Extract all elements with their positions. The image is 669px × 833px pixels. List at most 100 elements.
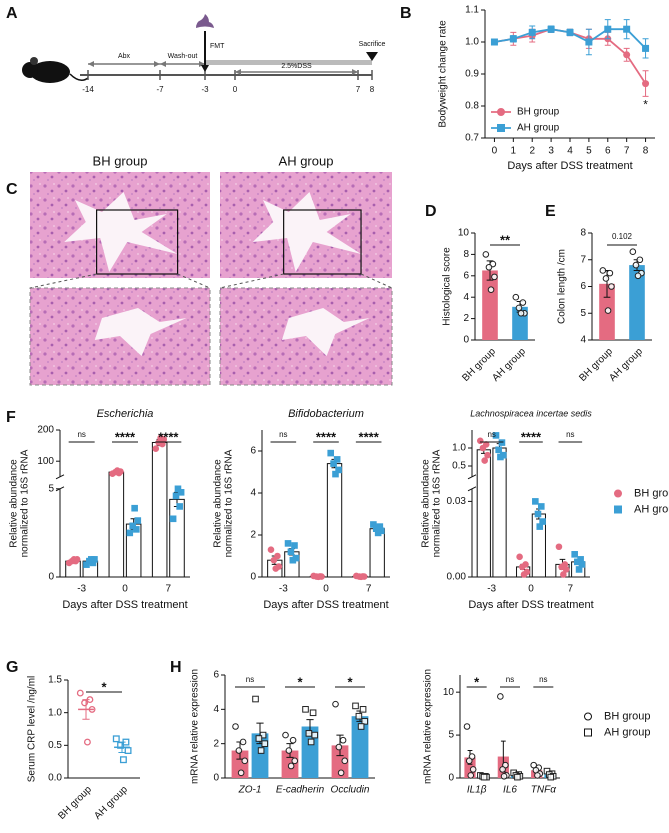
panel-letter: B: [400, 5, 412, 22]
data-point: [484, 451, 491, 459]
timeline-day: 0: [233, 85, 238, 94]
timeline-day: -3: [201, 85, 209, 94]
data-point: [119, 756, 127, 764]
data-point: [499, 766, 506, 773]
legend-label: AH group: [517, 123, 560, 134]
data-point: [608, 283, 615, 290]
data-point: [88, 556, 95, 563]
bar: [476, 449, 491, 578]
x-tick-label: AH group: [92, 784, 130, 822]
panel-letter: C: [6, 181, 18, 198]
data-point: [124, 747, 132, 755]
data-point: [241, 757, 249, 765]
data-point: [476, 437, 484, 445]
data-point: [485, 263, 493, 271]
data-point: [237, 769, 245, 777]
data-point: [261, 740, 269, 747]
legend-marker: [614, 505, 622, 514]
washout-arrow-head: [199, 61, 205, 67]
data-point: [487, 286, 495, 294]
y-tick-label: 2: [463, 313, 469, 324]
y-tick-label: 8: [463, 249, 469, 260]
axis-break: [467, 474, 477, 492]
phase-label: Abx: [118, 53, 131, 60]
bar: [351, 716, 369, 778]
data-point: [352, 702, 359, 710]
data-point: [374, 529, 382, 537]
data-point: [509, 35, 517, 43]
data-point: [86, 696, 94, 704]
data-point: [514, 773, 521, 781]
annotation: *: [297, 674, 303, 689]
lumen: [281, 308, 370, 356]
y-axis-label: Colon length /cm: [557, 249, 568, 324]
legend-marker: [614, 489, 622, 498]
data-point: [112, 735, 120, 743]
data-point: [492, 432, 500, 439]
annotation: *: [347, 674, 353, 689]
data-point: [333, 456, 341, 463]
y-tick-label: 0.03: [447, 496, 467, 507]
data-point: [359, 706, 367, 713]
y-tick-label: 2: [250, 530, 256, 541]
group-label: AH group: [279, 153, 334, 168]
legend-marker: [497, 124, 505, 132]
y-tick-label: 6: [463, 270, 469, 281]
x-tick-label: IL6: [503, 785, 517, 796]
panel-letter: A: [6, 5, 18, 22]
data-point: [176, 503, 183, 510]
data-point: [606, 269, 614, 277]
data-point: [337, 769, 345, 777]
data-point: [272, 565, 280, 572]
data-point: [497, 693, 504, 700]
data-point: [532, 498, 539, 505]
panel-letter: F: [6, 409, 16, 426]
x-tick-label: 7: [624, 146, 630, 157]
data-point: [267, 546, 275, 554]
bar: [492, 447, 507, 578]
annotation: ns: [77, 430, 85, 439]
y-tick-label: 1.5: [48, 675, 62, 686]
annotation: ****: [115, 429, 136, 444]
y-tick-label: 7: [580, 254, 586, 265]
lumen: [252, 192, 362, 272]
data-point: [602, 275, 610, 282]
sacrifice-marker: [366, 52, 378, 61]
y-tick-label: 10: [458, 228, 470, 239]
data-point: [469, 766, 477, 773]
y-tick-label: 0: [448, 773, 454, 784]
mouse-head: [22, 62, 38, 78]
data-point: [495, 446, 502, 454]
abx-arrow-tail: [88, 61, 94, 67]
chart-title: Escherichia: [97, 408, 154, 420]
x-tick-label: 8: [643, 146, 649, 157]
data-point: [302, 706, 309, 713]
data-point: [289, 736, 297, 744]
bar: [151, 441, 168, 578]
data-point: [305, 730, 313, 737]
legend-label: BH group: [517, 107, 560, 118]
data-point: [287, 762, 295, 770]
x-tick-label: E-cadherin: [276, 785, 325, 796]
data-point: [536, 523, 544, 530]
data-point: [311, 731, 319, 739]
timeline-day: -14: [82, 85, 94, 94]
y-tick-label: 8: [580, 228, 586, 239]
data-point: [172, 492, 180, 500]
lumen: [94, 308, 187, 356]
y-tick-label: 0.8: [465, 101, 479, 112]
data-point: [232, 723, 239, 730]
data-point: [259, 731, 267, 739]
zoom-image: [219, 287, 393, 386]
x-tick-label: 0: [528, 584, 534, 595]
data-point: [491, 273, 498, 281]
data-point: [332, 700, 339, 708]
annotation: 0.102: [612, 232, 633, 241]
x-tick-label: 3: [548, 146, 554, 157]
event-label: FMT: [210, 43, 225, 50]
legend-label: AH group: [634, 503, 669, 515]
data-point: [88, 705, 96, 713]
y-tick-label: 5: [580, 308, 586, 319]
panel-letter: H: [170, 659, 182, 676]
y-tick-label: 6: [580, 281, 586, 292]
